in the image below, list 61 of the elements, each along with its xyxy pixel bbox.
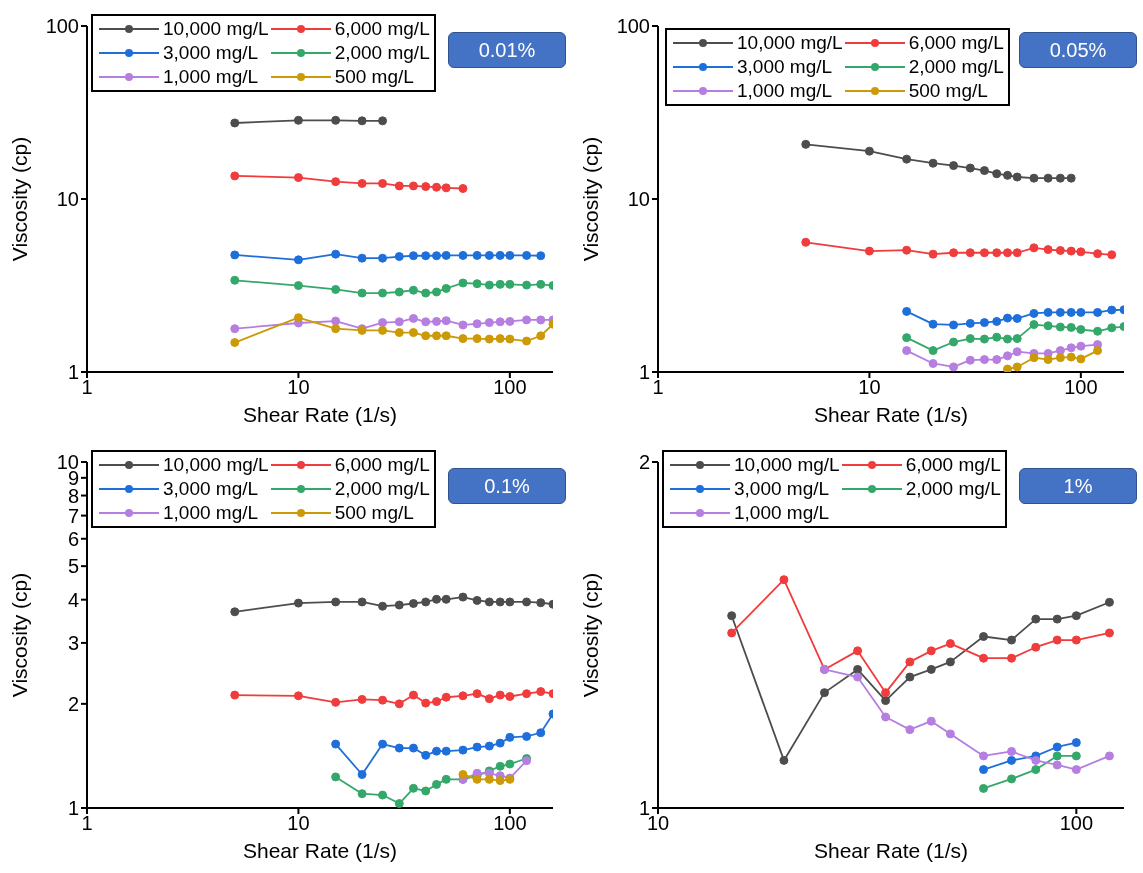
legend-label: 2,000 mg/L [334, 478, 430, 500]
y-axis-title: Viscosity (cp) [579, 572, 603, 698]
note-box: 0.05% [1019, 32, 1137, 68]
legend-label: 1,000 mg/L [163, 502, 259, 524]
legend-label: 500 mg/L [334, 502, 414, 524]
y-tick-label: 2 [638, 451, 650, 474]
legend-label: 1,000 mg/L [734, 502, 830, 524]
x-tick-label: 100 [493, 376, 527, 399]
x-axis-title: Shear Rate (1/s) [242, 839, 398, 862]
legend-label: 10,000 mg/L [163, 454, 269, 476]
legend-label: 1,000 mg/L [737, 80, 833, 102]
y-axis-title: Viscosity (cp) [579, 136, 603, 262]
legend-label: 6,000 mg/L [334, 18, 430, 40]
legend-label: 2,000 mg/L [905, 478, 1001, 500]
x-tick-label: 1 [81, 376, 93, 399]
y-tick-label: 1 [67, 361, 79, 384]
y-tick-label: 6 [67, 527, 79, 550]
legend-label: 3,000 mg/L [734, 478, 830, 500]
note-box: 1% [1019, 468, 1137, 504]
y-axis-title: Viscosity (cp) [8, 572, 32, 698]
legend-label: 2,000 mg/L [908, 56, 1004, 78]
y-tick-label: 5 [67, 555, 79, 578]
x-axis-title: Shear Rate (1/s) [242, 403, 398, 426]
legend-label: 3,000 mg/L [163, 42, 259, 64]
x-tick-label: 10 [858, 376, 881, 399]
x-tick-label: 1 [81, 812, 93, 835]
y-tick-label: 1 [638, 361, 650, 384]
legend-label: 10,000 mg/L [163, 18, 269, 40]
legend-label: 3,000 mg/L [163, 478, 259, 500]
x-axis-title: Shear Rate (1/s) [813, 839, 969, 862]
legend-label: 6,000 mg/L [334, 454, 430, 476]
y-tick-label: 3 [67, 632, 79, 655]
y-tick-label: 4 [67, 588, 79, 611]
legend-label: 6,000 mg/L [908, 32, 1004, 54]
y-tick-label: 100 [45, 15, 79, 38]
legend-label: 3,000 mg/L [737, 56, 833, 78]
legend-label: 6,000 mg/L [905, 454, 1001, 476]
y-tick-label: 2 [67, 692, 79, 715]
y-tick-label: 8 [67, 484, 79, 507]
legend-label: 500 mg/L [908, 80, 988, 102]
y-tick-label: 100 [616, 15, 650, 38]
note-box: 0.01% [448, 32, 566, 68]
x-tick-label: 100 [1059, 812, 1094, 835]
legend-label: 1,000 mg/L [163, 66, 259, 88]
y-tick-label: 7 [67, 504, 79, 527]
y-tick-label: 1 [67, 797, 79, 820]
legend-label: 10,000 mg/L [737, 32, 843, 54]
legend-label: 2,000 mg/L [334, 42, 430, 64]
x-tick-label: 100 [1064, 376, 1098, 399]
y-tick-label: 1 [638, 797, 650, 820]
x-tick-label: 10 [287, 812, 310, 835]
x-tick-label: 100 [493, 812, 527, 835]
note-box: 0.1% [448, 468, 566, 504]
x-tick-label: 1 [652, 376, 664, 399]
y-axis-title: Viscosity (cp) [8, 136, 32, 262]
x-axis-title: Shear Rate (1/s) [813, 403, 969, 426]
y-tick-label: 10 [56, 188, 79, 211]
legend-label: 10,000 mg/L [734, 454, 840, 476]
x-tick-label: 10 [287, 376, 310, 399]
legend-label: 500 mg/L [334, 66, 414, 88]
y-tick-label: 10 [627, 188, 650, 211]
